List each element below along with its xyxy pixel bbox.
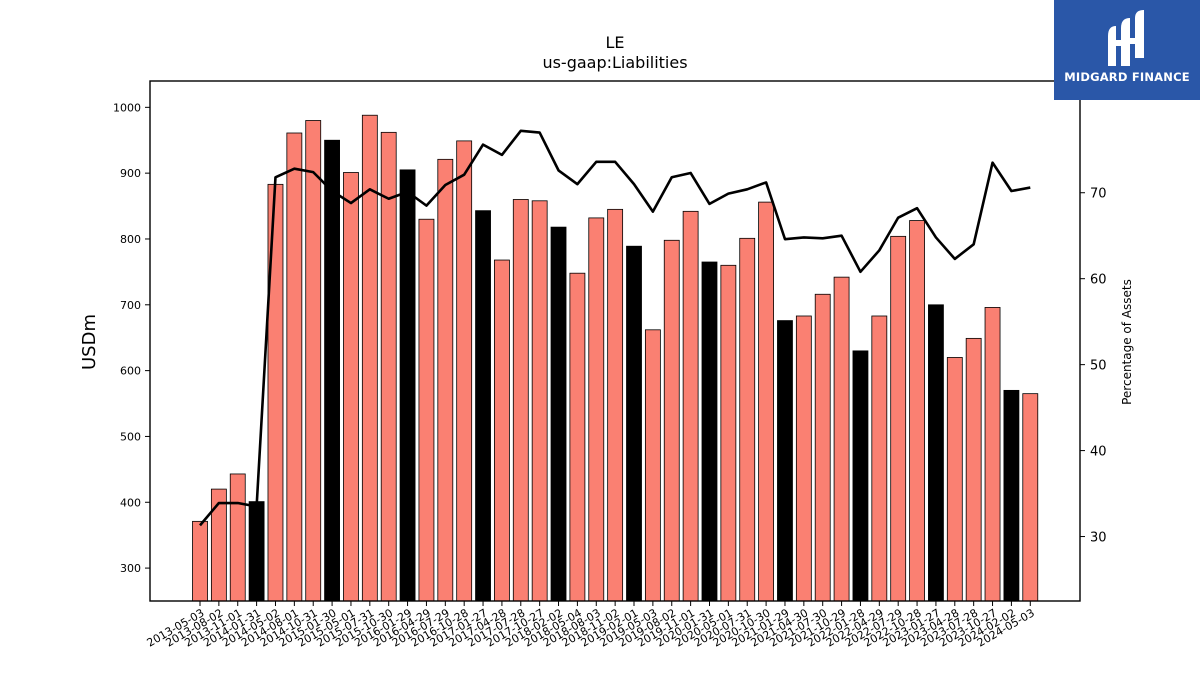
y2-tick-label: 60 (1090, 273, 1107, 288)
y-tick-label: 800 (120, 233, 141, 246)
y-tick-label: 900 (120, 167, 141, 180)
bar (814, 293, 831, 602)
chart-subtitle: us-gaap:Liabilities (542, 53, 687, 72)
y-tick-label: 300 (120, 562, 141, 575)
bar (456, 140, 473, 602)
bar (475, 210, 491, 602)
bar (210, 488, 227, 602)
bar (626, 245, 642, 602)
bar (871, 315, 888, 602)
percentage-line (199, 129, 1031, 527)
y-tick-label: 400 (120, 496, 141, 509)
bar (682, 210, 699, 602)
brand-name: MIDGARD FINANCE (1064, 70, 1190, 84)
bar (928, 304, 944, 602)
axes: 300400500600700800900100030405060702013-… (113, 80, 1107, 650)
y2-tick-label: 30 (1090, 531, 1107, 546)
y-tick-label: 700 (120, 299, 141, 312)
bar (739, 237, 756, 602)
y-axis-label: USDm (79, 314, 100, 370)
bar (343, 172, 359, 602)
bar (380, 131, 397, 602)
bar (965, 337, 982, 602)
bar (286, 132, 303, 602)
bar (1022, 393, 1039, 602)
bar (720, 264, 737, 602)
bar (777, 320, 793, 602)
bar (229, 473, 246, 602)
bar (890, 235, 907, 602)
bar (852, 350, 869, 602)
bar (588, 217, 605, 602)
bar (663, 239, 680, 602)
bar (758, 201, 774, 602)
bar (701, 261, 718, 602)
bar (833, 276, 850, 602)
bar (305, 120, 322, 602)
bar (984, 307, 1001, 602)
y-tick-label: 500 (120, 430, 141, 443)
chart-title: LE (605, 33, 624, 52)
bar-group (192, 114, 1039, 602)
bar (192, 520, 208, 602)
y-tick-label: 600 (120, 365, 141, 378)
y2-tick-label: 40 (1090, 445, 1107, 460)
y2-tick-label: 50 (1090, 359, 1107, 374)
bar (550, 226, 567, 602)
bar (569, 272, 586, 602)
bar (437, 158, 454, 602)
bar (531, 200, 548, 602)
y2-tick-label: 70 (1090, 187, 1107, 202)
bar (644, 329, 661, 602)
y-tick-label: 1000 (113, 101, 141, 114)
bar (324, 139, 340, 602)
line-layer (199, 129, 1031, 527)
bar (946, 357, 963, 602)
y2-axis-label: Percentage of Assets (1120, 279, 1134, 405)
bar (909, 220, 925, 602)
bar (418, 218, 435, 602)
bar (512, 199, 529, 602)
bar (399, 169, 416, 602)
bar (607, 208, 624, 602)
bar (795, 315, 812, 602)
bar (248, 501, 265, 602)
bar (494, 259, 510, 602)
brand-logo: MIDGARD FINANCE (1054, 0, 1200, 100)
bar (1003, 389, 1020, 602)
midgard-m-logo-icon (1108, 10, 1144, 66)
